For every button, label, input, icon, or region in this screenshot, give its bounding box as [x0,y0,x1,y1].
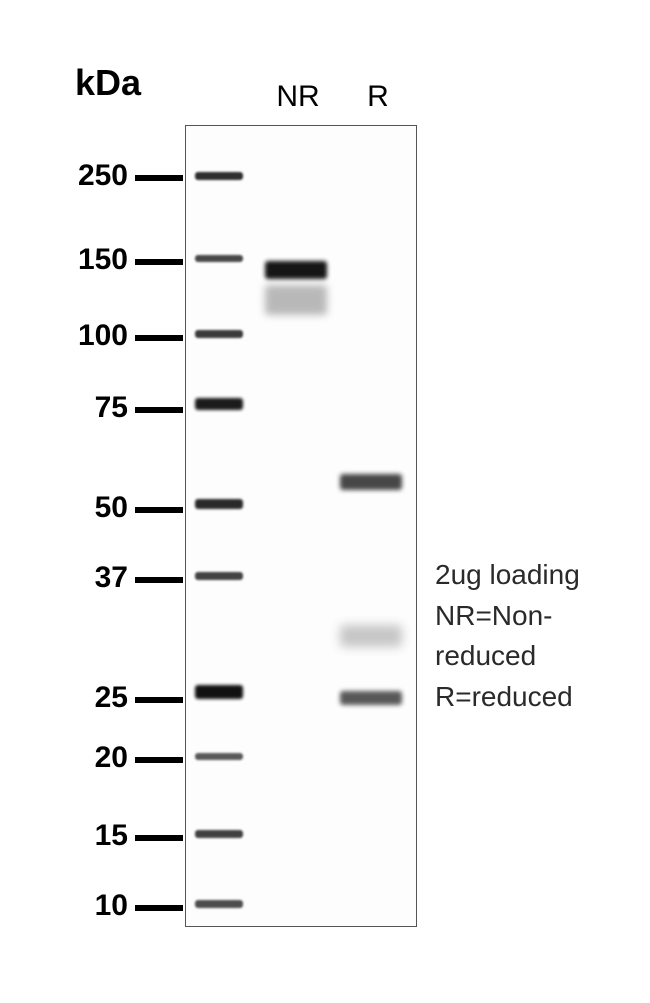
tick-mark [135,757,183,763]
ladder-band [195,572,243,580]
ladder-band [195,499,243,509]
legend-line: reduced [435,636,640,677]
tick-mark [135,507,183,513]
ladder-band [195,685,243,699]
lane-label: NR [268,80,328,114]
ladder-band [195,172,243,180]
tick-label: 20 [0,741,128,775]
lane-band-R [340,625,402,647]
tick-mark [135,175,183,181]
tick-mark [135,577,183,583]
legend-line: NR=Non- [435,596,640,637]
tick-mark [135,259,183,265]
ladder-band [195,900,243,908]
tick-label: 37 [0,561,128,595]
tick-mark [135,835,183,841]
tick-mark [135,407,183,413]
tick-label: 75 [0,391,128,425]
tick-label: 10 [0,889,128,923]
lane-band-R [340,691,402,705]
lane-band-NR [265,285,327,315]
tick-mark [135,697,183,703]
ladder-band [195,753,243,760]
ladder-band [195,398,243,410]
tick-mark [135,335,183,341]
lane-label: R [348,80,408,114]
tick-label: 50 [0,491,128,525]
tick-label: 25 [0,681,128,715]
ladder-band [195,330,243,338]
tick-label: 250 [0,159,128,193]
ladder-band [195,830,243,838]
tick-label: 150 [0,243,128,277]
ladder-band [195,255,243,262]
lane-band-R [340,474,402,490]
tick-label: 100 [0,319,128,353]
legend-line: R=reduced [435,677,640,718]
tick-label: 15 [0,819,128,853]
legend-line: 2ug loading [435,555,640,596]
tick-mark [135,905,183,911]
gel-box [185,125,417,927]
axis-title: kDa [75,62,141,104]
lane-band-NR [265,261,327,279]
legend-text: 2ug loadingNR=Non-reducedR=reduced [435,555,640,717]
